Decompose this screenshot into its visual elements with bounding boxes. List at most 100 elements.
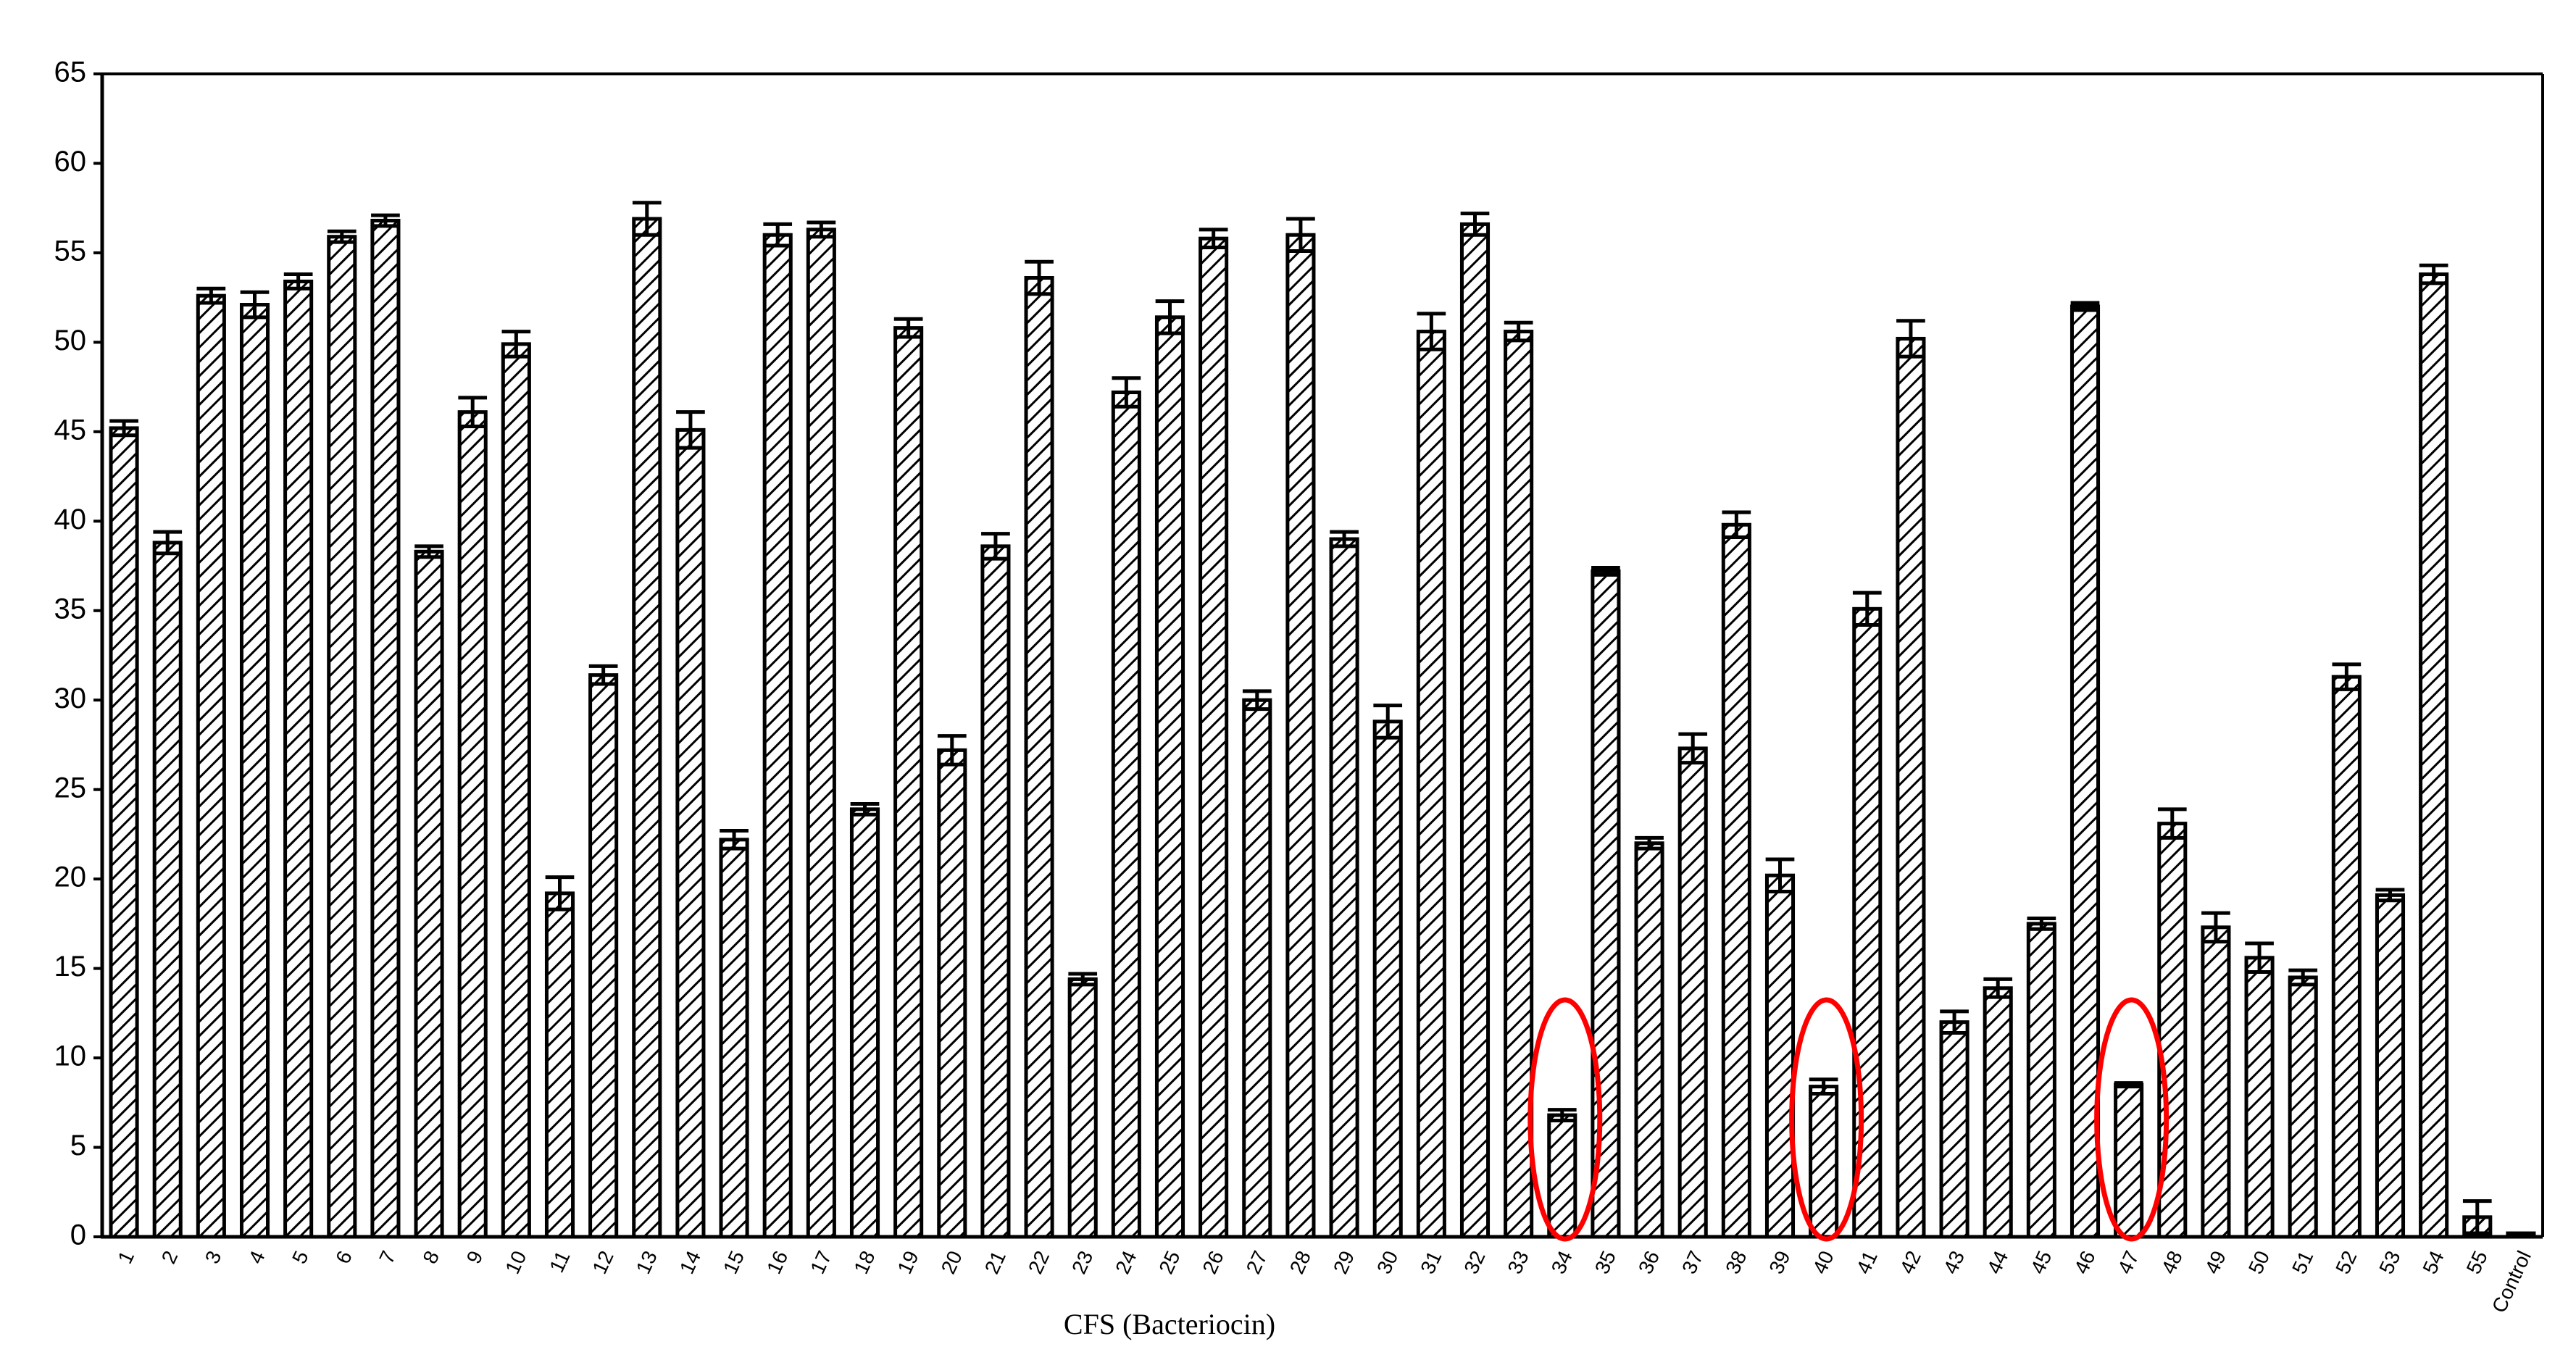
bar bbox=[1154, 315, 1185, 1239]
error-bar bbox=[1983, 977, 2013, 999]
bar bbox=[1591, 569, 1621, 1239]
x-tick-label: 20 bbox=[937, 1248, 967, 1277]
error-bar bbox=[1852, 591, 1882, 627]
x-tick-label: 12 bbox=[588, 1248, 618, 1277]
bar bbox=[1416, 330, 1446, 1239]
bar bbox=[588, 673, 619, 1239]
x-tick-label: 55 bbox=[2462, 1248, 2492, 1277]
error-bar bbox=[1417, 312, 1446, 351]
x-tick-label: 4 bbox=[244, 1248, 270, 1267]
error-bar bbox=[414, 544, 443, 559]
highlight-ellipse bbox=[1527, 997, 1603, 1242]
x-tick-label: 30 bbox=[1372, 1248, 1402, 1277]
bar bbox=[762, 233, 793, 1239]
y-tick-label: 55 bbox=[54, 235, 87, 267]
bar bbox=[2026, 922, 2056, 1239]
bar bbox=[937, 748, 967, 1239]
error-bar bbox=[1678, 732, 1708, 765]
bar bbox=[1372, 719, 1403, 1239]
x-tick-label: 38 bbox=[1721, 1248, 1751, 1277]
error-bar bbox=[1155, 299, 1185, 335]
x-tick-label: 47 bbox=[2114, 1248, 2143, 1277]
error-bar bbox=[2375, 888, 2405, 903]
error-bar bbox=[981, 532, 1010, 561]
bar bbox=[2114, 1082, 2144, 1239]
x-tick-label: Control bbox=[2488, 1248, 2535, 1317]
x-tick-label: 7 bbox=[375, 1248, 400, 1267]
y-tick-label: 35 bbox=[54, 593, 87, 625]
x-tick-label: 29 bbox=[1329, 1248, 1359, 1277]
error-bar bbox=[1025, 259, 1054, 296]
x-tick-label: 2 bbox=[157, 1248, 183, 1267]
x-tick-label: 43 bbox=[1939, 1248, 1969, 1277]
highlight-ellipse bbox=[1789, 997, 1864, 1242]
bar bbox=[1199, 236, 1229, 1239]
error-bar bbox=[2245, 941, 2274, 975]
error-bar bbox=[588, 664, 618, 686]
error-bar bbox=[2332, 662, 2362, 691]
error-bar bbox=[1896, 319, 1925, 359]
x-tick-label: 16 bbox=[762, 1248, 792, 1277]
x-tick-label: 42 bbox=[1896, 1248, 1925, 1277]
y-tick-label: 20 bbox=[54, 862, 87, 893]
error-bar bbox=[1591, 566, 1620, 577]
bar bbox=[2069, 304, 2101, 1239]
x-tick-label: 18 bbox=[849, 1248, 879, 1277]
error-bar bbox=[1765, 857, 1795, 893]
bar bbox=[1459, 222, 1491, 1239]
x-tick-label: 25 bbox=[1154, 1248, 1184, 1277]
bar bbox=[2331, 675, 2362, 1239]
error-bar bbox=[2201, 911, 2230, 944]
error-bar bbox=[2070, 301, 2100, 312]
x-tick-label: 49 bbox=[2201, 1248, 2230, 1277]
bar bbox=[806, 228, 836, 1239]
x-tick-label: 40 bbox=[1809, 1248, 1838, 1277]
x-tick-label: 17 bbox=[806, 1248, 835, 1277]
bar bbox=[1939, 1020, 1969, 1239]
error-bar bbox=[763, 222, 793, 248]
error-bar bbox=[501, 330, 531, 359]
x-tick-label: 41 bbox=[1852, 1248, 1882, 1277]
error-bar bbox=[850, 801, 880, 817]
error-bar bbox=[196, 286, 226, 305]
error-bar bbox=[1330, 530, 1359, 548]
bar bbox=[1329, 537, 1359, 1239]
bar bbox=[1067, 977, 1098, 1239]
error-bar bbox=[2114, 1081, 2143, 1089]
x-tick-label: 28 bbox=[1285, 1248, 1315, 1277]
error-bar bbox=[1809, 1077, 1838, 1096]
y-tick-label: 15 bbox=[54, 951, 87, 983]
error-bar bbox=[458, 396, 488, 428]
error-bar bbox=[1112, 376, 1141, 409]
bar bbox=[1547, 1113, 1577, 1239]
x-tick-label: 33 bbox=[1504, 1248, 1533, 1277]
bar bbox=[1721, 522, 1751, 1239]
bar bbox=[1896, 336, 1926, 1239]
y-tick-label: 0 bbox=[70, 1219, 86, 1251]
y-tick-label: 50 bbox=[54, 325, 87, 356]
bar bbox=[109, 426, 139, 1239]
bar bbox=[2288, 975, 2318, 1239]
error-bar bbox=[2027, 916, 2056, 931]
error-bar bbox=[371, 213, 400, 228]
x-tick-label: 22 bbox=[1024, 1248, 1054, 1277]
x-tick-label: 26 bbox=[1199, 1248, 1228, 1277]
x-tick-label: 53 bbox=[2375, 1248, 2404, 1277]
x-tick-label: 24 bbox=[1111, 1248, 1141, 1277]
x-tick-label: 31 bbox=[1416, 1248, 1446, 1277]
bar bbox=[980, 544, 1011, 1239]
y-tick-label: 60 bbox=[54, 146, 87, 178]
x-tick-label: 15 bbox=[719, 1248, 749, 1277]
x-tick-label: 37 bbox=[1677, 1248, 1707, 1277]
bar bbox=[2201, 925, 2231, 1239]
bar bbox=[544, 891, 575, 1239]
error-bar bbox=[2157, 807, 2187, 840]
y-tick-label: 10 bbox=[54, 1040, 87, 1072]
error-bar bbox=[1635, 835, 1664, 851]
y-tick-label: 25 bbox=[54, 772, 87, 804]
x-tick-label: 45 bbox=[2026, 1248, 2056, 1277]
bar bbox=[1024, 275, 1054, 1239]
x-tick-label: 11 bbox=[545, 1248, 574, 1276]
error-bar bbox=[2419, 263, 2448, 285]
